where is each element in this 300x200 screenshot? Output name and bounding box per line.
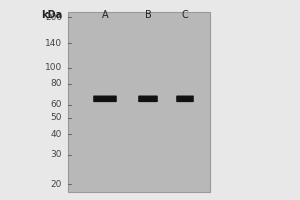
FancyBboxPatch shape: [93, 96, 117, 102]
Text: 60: 60: [50, 100, 62, 109]
Text: 140: 140: [45, 39, 62, 48]
Text: A: A: [102, 10, 108, 20]
Text: 200: 200: [45, 13, 62, 22]
Text: 100: 100: [45, 63, 62, 72]
FancyBboxPatch shape: [138, 96, 158, 102]
Text: kDa: kDa: [41, 10, 62, 20]
Text: 20: 20: [51, 180, 62, 189]
Text: 30: 30: [50, 150, 62, 159]
Bar: [68, 12, 210, 192]
Text: 50: 50: [50, 113, 62, 122]
Text: 40: 40: [51, 130, 62, 139]
FancyBboxPatch shape: [176, 96, 194, 102]
Text: C: C: [182, 10, 188, 20]
Text: 80: 80: [50, 79, 62, 88]
Text: B: B: [145, 10, 152, 20]
